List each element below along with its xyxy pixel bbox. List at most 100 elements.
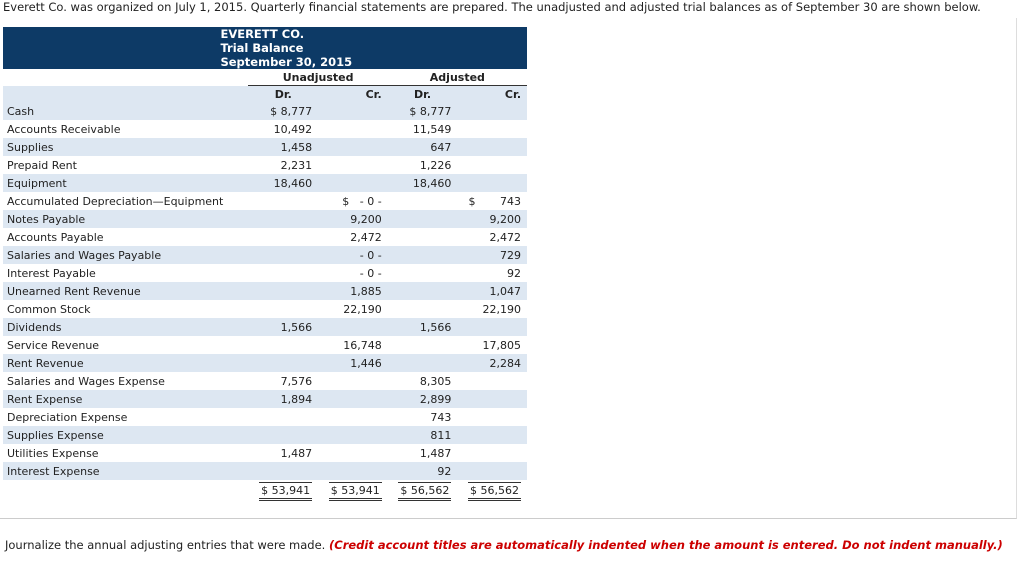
amount bbox=[387, 210, 458, 228]
amount: 811 bbox=[387, 426, 458, 444]
account-name: Supplies bbox=[3, 138, 249, 156]
amount: 18,460 bbox=[248, 174, 319, 192]
amount bbox=[388, 228, 458, 246]
total-cell: $ 56,562 bbox=[388, 480, 458, 501]
title-text: EVERETT CO. bbox=[220, 27, 305, 41]
account-name: Utilities Expense bbox=[7, 446, 99, 460]
amount: 10,492 bbox=[273, 122, 313, 136]
total: $ 56,562 bbox=[398, 481, 452, 501]
account-row: Salaries and Wages Expense 7,576 8,305 bbox=[3, 372, 527, 390]
subhead: Cr. bbox=[318, 85, 388, 102]
amount bbox=[318, 390, 388, 408]
amount: 9,200 bbox=[318, 210, 388, 228]
title-cell: EVERETT CO. bbox=[220, 27, 527, 41]
account-name: Cash bbox=[3, 102, 249, 120]
account-name: Salaries and Wages Expense bbox=[7, 374, 165, 388]
amount: $ 743 bbox=[468, 194, 521, 208]
title-text: September 30, 2015 bbox=[220, 55, 353, 69]
intro-text: Everett Co. was organized on July 1, 201… bbox=[3, 0, 981, 14]
amount bbox=[248, 192, 318, 210]
title-text: Trial Balance bbox=[220, 41, 304, 55]
account-name: Depreciation Expense bbox=[7, 410, 128, 424]
amount bbox=[248, 336, 318, 354]
subhead: Cr. bbox=[457, 85, 527, 102]
amount bbox=[457, 156, 527, 174]
amount bbox=[248, 300, 318, 318]
amount: 1,487 bbox=[280, 446, 313, 460]
amount: 2,284 bbox=[457, 354, 527, 372]
account-row: Dividends 1,566 1,566 bbox=[3, 318, 527, 336]
account-row: Utilities Expense 1,487 1,487 bbox=[3, 444, 527, 462]
trial-balance: EVERETT CO. Trial Balance September 30, 20… bbox=[3, 27, 527, 501]
amount: 647 bbox=[387, 138, 458, 156]
account-name: Rent Revenue bbox=[3, 354, 249, 372]
amount bbox=[387, 354, 458, 372]
account-name: Salaries and Wages Payable bbox=[3, 246, 249, 264]
title-row: September 30, 2015 bbox=[3, 55, 527, 69]
instruction: Journalize the annual adjusting entries … bbox=[5, 538, 1003, 552]
amount bbox=[248, 246, 319, 264]
panel bbox=[0, 18, 1017, 519]
account-row: Salaries and Wages Payable - 0 - 729 bbox=[3, 246, 527, 264]
amount bbox=[457, 408, 527, 426]
subhead: Dr. bbox=[248, 85, 319, 102]
group-header: Unadjusted bbox=[248, 69, 388, 86]
amount bbox=[318, 138, 388, 156]
amount: 92 bbox=[507, 266, 521, 280]
amount: 729 bbox=[457, 246, 527, 264]
account-row: Notes Payable 9,200 9,200 bbox=[3, 210, 527, 228]
total-cell: $ 53,941 bbox=[248, 480, 318, 501]
account-row: Service Revenue 16,748 17,805 bbox=[3, 336, 527, 354]
amount bbox=[388, 192, 458, 210]
account-name: Accounts Receivable bbox=[7, 122, 121, 136]
account-name: Prepaid Rent bbox=[7, 158, 77, 172]
account-row: Unearned Rent Revenue 1,885 1,047 bbox=[3, 282, 527, 300]
amount bbox=[248, 264, 318, 282]
total: $ 53,941 bbox=[328, 481, 382, 501]
account-name: Accumulated Depreciation—Equipment bbox=[7, 194, 224, 208]
amount bbox=[318, 462, 388, 480]
amount: 1,226 bbox=[419, 158, 452, 172]
total-cell: $ 56,562 bbox=[457, 480, 527, 501]
amount bbox=[457, 372, 527, 390]
amount: 22,190 bbox=[343, 302, 382, 316]
account-row: Cash $ 8,777 $ 8,777 bbox=[3, 102, 527, 120]
spacer bbox=[3, 85, 249, 102]
amount bbox=[457, 174, 527, 192]
amount bbox=[388, 300, 458, 318]
amount bbox=[388, 336, 458, 354]
title-cell: September 30, 2015 bbox=[220, 55, 527, 69]
title-cell: Trial Balance bbox=[220, 41, 527, 55]
amount bbox=[248, 282, 319, 300]
account-row: Interest Payable - 0 - 92 bbox=[3, 264, 527, 282]
amount bbox=[248, 462, 319, 480]
instruction-text: Journalize the annual adjusting entries … bbox=[5, 538, 326, 552]
account-name: Equipment bbox=[3, 174, 249, 192]
amount: 18,460 bbox=[387, 174, 458, 192]
title-row: Trial Balance bbox=[3, 41, 527, 55]
amount bbox=[457, 426, 527, 444]
total-cell: $ 53,941 bbox=[318, 480, 388, 501]
amount: $ 8,777 bbox=[248, 102, 319, 120]
account-name: Supplies Expense bbox=[3, 426, 249, 444]
account-row: Accumulated Depreciation—Equipment $ - 0 … bbox=[3, 192, 527, 210]
amount bbox=[248, 228, 318, 246]
amount: 92 bbox=[387, 462, 458, 480]
account-row: Supplies Expense 811 bbox=[3, 426, 527, 444]
amount bbox=[318, 408, 388, 426]
account-row: Prepaid Rent 2,231 1,226 bbox=[3, 156, 527, 174]
amount bbox=[457, 102, 527, 120]
amount bbox=[388, 264, 458, 282]
amount: 1,446 bbox=[318, 354, 388, 372]
spacer bbox=[3, 27, 249, 41]
amount: 22,190 bbox=[482, 302, 522, 316]
amount bbox=[387, 246, 458, 264]
spacer bbox=[3, 41, 249, 55]
spacer bbox=[3, 480, 248, 500]
amount: - 0 - bbox=[359, 266, 382, 280]
amount bbox=[457, 138, 527, 156]
account-name: Interest Expense bbox=[3, 462, 249, 480]
total: $ 56,562 bbox=[468, 481, 521, 501]
amount: 1,885 bbox=[318, 282, 388, 300]
